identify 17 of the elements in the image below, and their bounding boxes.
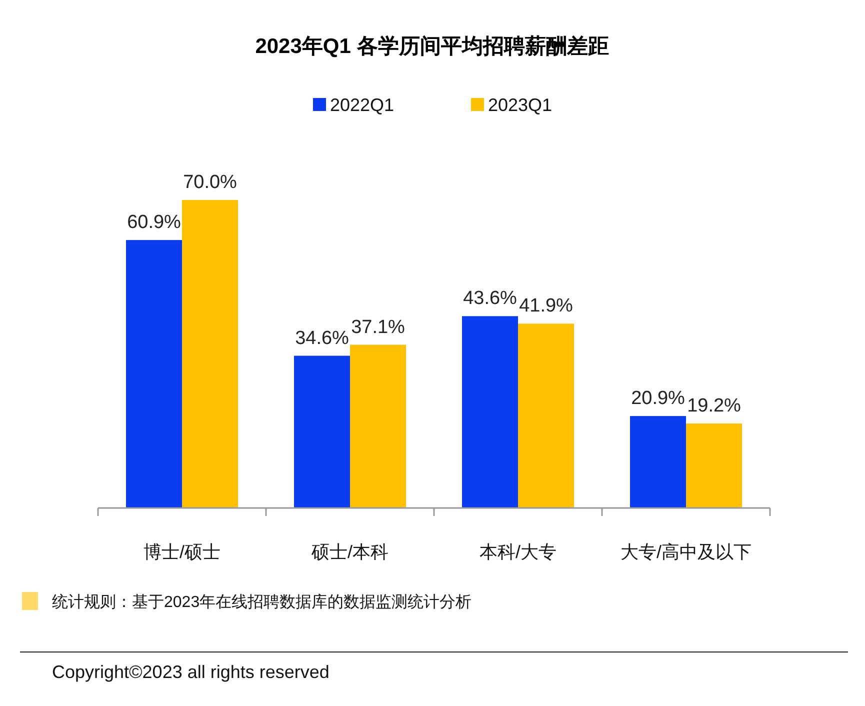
data-label: 37.1% bbox=[351, 316, 406, 338]
text: Copyright©2023 all rights reserved bbox=[52, 662, 330, 682]
x-tick-label: 大专/高中及以下 bbox=[620, 542, 752, 562]
legend-label: 2023Q1 bbox=[488, 95, 552, 115]
x-tick-label: 硕士/本科 bbox=[310, 542, 389, 562]
x-tick-label: 本科/大专 bbox=[479, 542, 557, 562]
title: 2023年Q1 各学历间平均招聘薪酬差距 bbox=[255, 35, 609, 58]
data-label: 41.9% bbox=[519, 296, 574, 317]
data-label: 19.2% bbox=[687, 396, 742, 417]
data-label: 60.9% bbox=[127, 212, 182, 234]
data-label: 43.6% bbox=[463, 288, 518, 310]
data-label: 70.0% bbox=[183, 172, 238, 193]
text: 统计规则：基于2023年在线招聘数据库的数据监测统计分析 bbox=[52, 593, 472, 611]
legend-label: 2022Q1 bbox=[330, 95, 394, 115]
x-tick-label: 博士/硕士 bbox=[143, 542, 221, 562]
data-label: 34.6% bbox=[295, 328, 350, 349]
data-label: 20.9% bbox=[631, 388, 686, 410]
